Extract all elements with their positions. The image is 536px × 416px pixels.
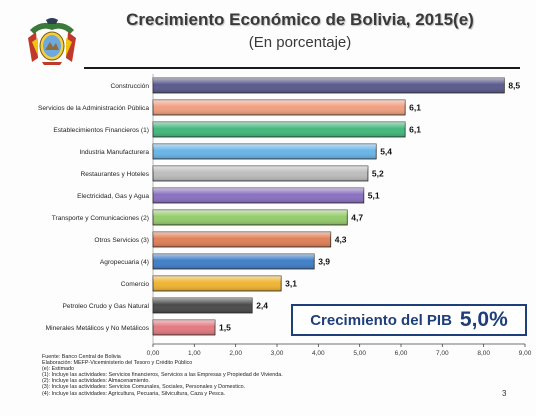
category-label: Petroleo Crudo y Gas Natural [63, 303, 150, 310]
title-divider [84, 67, 520, 69]
data-label: 5,1 [368, 191, 380, 201]
page-number: 3 [502, 389, 507, 398]
category-label: Servicios de la Administración Pública [38, 105, 149, 112]
gdp-growth-value: 5,0% [459, 308, 508, 331]
gdp-growth-label: Crecimiento del PIB [310, 311, 452, 329]
x-tick-label: 0,00 [147, 350, 160, 357]
footnote-line: Fuente: Banco Central de Bolivia [42, 354, 121, 360]
x-tick-label: 2,00 [229, 350, 242, 357]
category-label: Construcción [111, 83, 150, 90]
footnotes: Fuente: Banco Central de Bolivia Elabora… [42, 354, 402, 397]
data-label: 2,4 [256, 301, 268, 311]
bar-gloss [153, 78, 505, 93]
category-label: Industria Manufacturera [79, 149, 149, 156]
category-label: Transporte y Comunicaciones (2) [52, 215, 149, 222]
page-title: Crecimiento Económico de Bolivia, 2015(e… [126, 10, 474, 29]
data-label: 4,7 [351, 213, 363, 223]
bolivia-coat-of-arms-icon [28, 18, 76, 65]
data-label: 3,9 [318, 257, 330, 267]
bar-gloss [153, 254, 315, 269]
category-label: Comercio [121, 281, 150, 288]
category-label: Restaurantes y Hoteles [80, 171, 149, 178]
bar-gloss [153, 298, 253, 313]
data-label: 1,5 [219, 323, 231, 333]
x-tick-label: 4,00 [312, 350, 325, 357]
footnote-line: (1): Incluye las actividades: Servicios … [42, 372, 283, 379]
footnote-line: (e): Estimado [42, 366, 75, 373]
x-tick-label: 7,00 [436, 350, 449, 357]
x-tick-label: 3,00 [271, 350, 284, 357]
x-tick-label: 8,00 [477, 350, 490, 357]
footnote-line: Elaboración: MEFP-Viceministerio del Tes… [42, 360, 193, 367]
data-label: 5,4 [380, 147, 392, 157]
data-label: 4,3 [335, 235, 347, 245]
bar-gloss [153, 144, 377, 159]
data-label: 5,2 [372, 169, 384, 179]
footnote-line: (3): Incluye las actividades: Servicios … [42, 384, 246, 391]
category-label: Agropecuaria (4) [100, 259, 149, 266]
category-label: Establecimientos Financieros (1) [53, 127, 149, 134]
bar-gloss [153, 276, 282, 291]
x-tick-label: 5,00 [353, 350, 366, 357]
bar-gloss [153, 320, 215, 335]
data-label: 3,1 [285, 279, 297, 289]
bar-gloss [153, 188, 364, 203]
page-subtitle: (En porcentaje) [248, 34, 352, 51]
x-tick-label: 1,00 [188, 350, 201, 357]
x-tick-label: 6,00 [395, 350, 408, 357]
x-tick-label: 9,00 [519, 350, 532, 357]
gdp-growth-callout: Crecimiento del PIB 5,0% [291, 304, 527, 336]
data-label: 6,1 [409, 103, 421, 113]
footnote-line: (2): Incluye las actividades: Almacenami… [42, 378, 150, 385]
category-label: Minerales Metálicos y No Metálicos [46, 325, 150, 332]
data-label: 8,5 [508, 81, 520, 91]
bar-gloss [153, 232, 331, 247]
footnote-line: (4): Incluye las actividades: Agricultur… [42, 390, 226, 397]
data-label: 6,1 [409, 125, 421, 135]
bar-gloss [153, 100, 406, 115]
bar-gloss [153, 122, 406, 137]
category-label: Electricidad, Gas y Agua [77, 193, 149, 200]
bar-gloss [153, 166, 368, 181]
bar-gloss [153, 210, 348, 225]
category-label: Otros Servicios (3) [94, 237, 149, 244]
